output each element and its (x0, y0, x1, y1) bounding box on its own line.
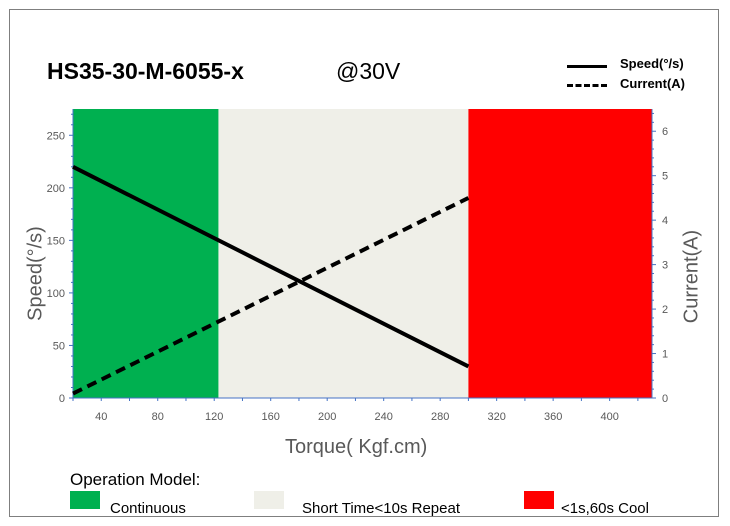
y2-tick-label: 1 (662, 349, 668, 361)
x-tick-label: 40 (95, 411, 107, 423)
y2-tick-label: 3 (662, 260, 668, 272)
x-tick-label: 280 (431, 411, 449, 423)
x-tick-label: 400 (600, 411, 618, 423)
region-continuous (73, 109, 219, 398)
y-tick-label: 200 (47, 183, 65, 195)
y-axis-title: Speed(°/s) (24, 226, 47, 321)
x-tick-label: 160 (262, 411, 280, 423)
chart-subtitle: @30V (336, 58, 401, 84)
x-tick-label: 80 (152, 411, 164, 423)
speed-series-line (72, 165, 470, 369)
y-tick-label: 150 (47, 235, 65, 247)
region-short-time (218, 109, 469, 398)
y2-tick-label: 6 (662, 126, 668, 138)
x-axis-title: Torque( Kgf.cm) (285, 436, 428, 458)
legend-short-time-label: Short Time<10s Repeat (302, 500, 461, 517)
x-tick-label: 200 (318, 411, 336, 423)
x-tick-label: 360 (544, 411, 562, 423)
legend-current-label: Current(A) (620, 76, 685, 91)
chart-frame (9, 9, 719, 517)
legend-continuous-swatch (70, 491, 100, 509)
legend-cool-swatch (524, 491, 554, 509)
legend-continuous-label: Continuous (110, 500, 186, 517)
y-tick-label: 250 (47, 130, 65, 142)
y-tick-label: 100 (47, 288, 65, 300)
region-cool (468, 109, 652, 398)
x-tick-label: 120 (205, 411, 223, 423)
legend-speed-line (567, 65, 607, 68)
legend-speed-label: Speed(°/s) (620, 56, 684, 71)
y2-tick-label: 0 (662, 393, 668, 405)
chart-title: HS35-30-M-6055-x (47, 58, 244, 84)
y2-tick-label: 2 (662, 304, 668, 316)
x-tick-label: 320 (487, 411, 505, 423)
y2-axis-title: Current(A) (680, 229, 703, 324)
legend-cool-label: <1s,60s Cool (561, 500, 649, 517)
y2-tick-label: 5 (662, 171, 668, 183)
y-tick-label: 0 (59, 393, 65, 405)
y2-tick-label: 4 (662, 215, 668, 227)
y-tick-label: 50 (53, 340, 65, 352)
current-series-line (72, 196, 470, 396)
legend-current-line (567, 84, 607, 87)
operation-model-title: Operation Model: (70, 470, 201, 489)
legend-short-time-swatch (254, 491, 284, 509)
x-tick-label: 240 (375, 411, 393, 423)
